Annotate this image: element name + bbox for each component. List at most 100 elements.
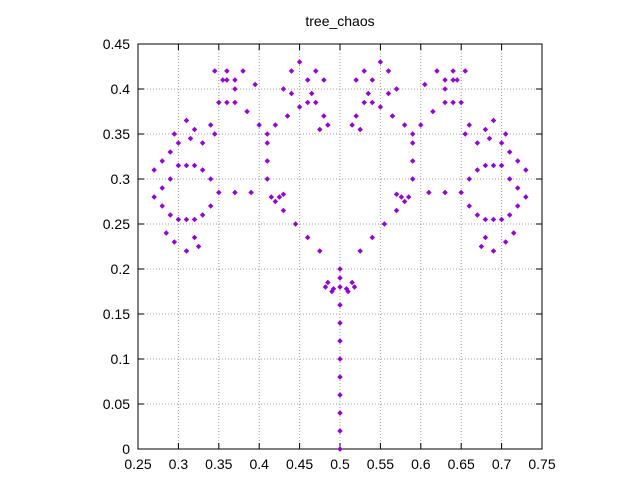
data-point: [329, 288, 335, 295]
data-point: [454, 77, 460, 83]
data-point: [490, 248, 497, 254]
data-point: [183, 248, 190, 254]
data-point: [264, 176, 271, 182]
data-point: [478, 243, 485, 250]
data-point: [510, 230, 517, 236]
data-point: [337, 284, 343, 290]
data-point: [353, 77, 359, 83]
data-point: [288, 68, 295, 74]
data-point: [502, 239, 509, 245]
data-point: [296, 104, 303, 110]
data-point: [292, 221, 299, 227]
data-point: [442, 77, 448, 83]
data-point: [462, 68, 468, 74]
data-point: [264, 131, 271, 137]
data-point: [224, 99, 230, 106]
data-point: [268, 194, 275, 200]
data-point: [159, 203, 165, 209]
data-point: [308, 90, 315, 97]
data-point: [304, 99, 311, 106]
data-point: [264, 158, 271, 164]
data-point: [191, 216, 198, 223]
data-point: [212, 68, 218, 74]
data-point: [191, 126, 198, 133]
scatter-series: [151, 59, 529, 452]
data-point: [385, 90, 392, 97]
data-point: [482, 234, 489, 241]
x-tick-label: 0.65: [448, 456, 475, 472]
y-tick-label: 0.3: [111, 171, 131, 187]
data-point: [232, 77, 238, 83]
data-point: [462, 131, 468, 137]
data-point: [401, 122, 408, 128]
data-point: [385, 68, 392, 74]
data-point: [280, 207, 287, 214]
data-point: [171, 239, 178, 245]
data-point: [482, 216, 489, 223]
data-point: [224, 68, 230, 74]
data-point: [195, 243, 202, 250]
data-point: [523, 194, 529, 200]
data-point: [244, 108, 250, 115]
data-point: [369, 99, 376, 106]
y-tick-label: 0.1: [111, 351, 131, 367]
data-point: [264, 140, 271, 146]
data-point: [175, 216, 182, 223]
data-point: [187, 135, 194, 142]
data-point: [490, 216, 497, 223]
data-point: [506, 149, 513, 155]
y-tick-label: 0.4: [111, 81, 131, 97]
data-point: [256, 122, 262, 128]
data-point: [409, 131, 416, 137]
data-point: [502, 131, 509, 137]
x-tick-label: 0.7: [492, 456, 512, 472]
data-point: [515, 185, 521, 191]
data-point: [393, 191, 400, 198]
data-point: [183, 117, 190, 124]
data-point: [498, 140, 505, 146]
data-point: [515, 158, 521, 164]
x-tick-label: 0.4: [249, 456, 269, 472]
data-point: [288, 90, 295, 97]
y-tick-label: 0.15: [103, 306, 130, 322]
data-point: [322, 284, 329, 290]
data-point: [369, 234, 376, 241]
data-point: [337, 302, 343, 308]
data-point: [482, 162, 489, 169]
data-point: [450, 99, 456, 106]
data-point: [458, 99, 464, 106]
data-point: [175, 140, 182, 146]
data-point: [351, 284, 358, 290]
x-tick-label: 0.6: [411, 456, 431, 472]
data-point: [343, 286, 350, 292]
data-point: [199, 140, 206, 146]
data-point: [353, 113, 359, 119]
data-point: [191, 162, 198, 169]
data-point: [337, 410, 343, 416]
data-point: [506, 212, 513, 218]
data-point: [272, 198, 279, 205]
data-point: [466, 176, 473, 182]
data-point: [296, 59, 303, 65]
data-point: [284, 113, 291, 119]
data-point: [304, 77, 311, 83]
data-point: [159, 158, 165, 164]
data-point: [337, 446, 343, 452]
data-point: [426, 189, 432, 196]
data-point: [409, 176, 416, 182]
data-point: [207, 176, 214, 182]
data-point: [486, 135, 493, 142]
data-point: [361, 99, 367, 106]
data-point: [151, 167, 157, 173]
data-point: [280, 86, 287, 92]
data-point: [474, 212, 481, 218]
x-tick-label: 0.45: [286, 456, 313, 472]
y-tick-label: 0.45: [103, 36, 130, 52]
data-point: [276, 194, 283, 200]
data-point: [317, 248, 323, 254]
data-point: [523, 167, 529, 173]
data-point: [401, 198, 408, 205]
data-point: [337, 275, 343, 281]
data-point: [409, 140, 416, 146]
